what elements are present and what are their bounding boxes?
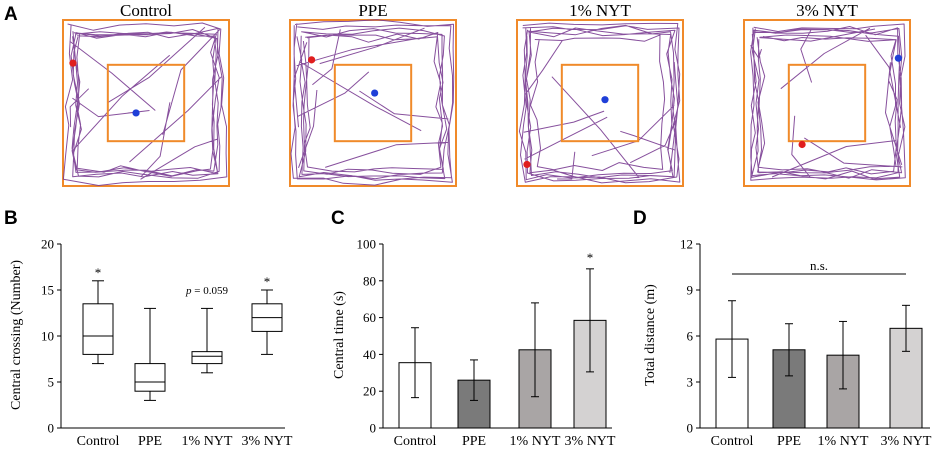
y-tick-label: 15 (41, 283, 54, 298)
start-point-marker (69, 59, 77, 67)
y-tick-label: 3 (687, 375, 694, 390)
x-tick-label: PPE (462, 434, 486, 449)
y-tick-label: 20 (363, 384, 376, 399)
panel-a: A Control PPE 1% NYT 3% NYT (4, 1, 911, 187)
y-tick-label: 80 (363, 273, 376, 288)
x-tick-label: 1% NYT (818, 434, 869, 449)
significance-star: * (587, 250, 594, 265)
panel-d-bar-chart: D Total distance (m) 0 3 6 9 12 Control PPE 1% … (633, 208, 932, 449)
arena-title: Control (120, 1, 172, 20)
arena-center-zone (787, 63, 867, 143)
panel-letter-c: C (331, 208, 345, 229)
arena-title: 1% NYT (569, 1, 631, 20)
y-axis-label: Total distance (m) (643, 284, 658, 386)
start-point-marker (307, 56, 316, 64)
arena-3pct-nyt: 3% NYT (743, 1, 911, 187)
y-tick-label: 0 (687, 421, 694, 436)
movement-track (750, 23, 906, 181)
arena-1pct-nyt: 1% NYT (516, 1, 684, 187)
ns-annotation: n.s. (810, 258, 828, 273)
panel-letter-d: D (633, 208, 647, 229)
panel-c-bar-chart: C Central time (s) 0 20 40 60 80 100 Control PP… (331, 208, 616, 449)
x-tick-label: Control (77, 434, 120, 449)
x-tick-label: 3% NYT (881, 434, 932, 449)
x-tick-label: PPE (777, 434, 801, 449)
y-axis-label: Central crossing (Number) (9, 260, 24, 410)
movement-track (62, 22, 228, 186)
significance-star: * (264, 274, 271, 289)
y-tick-label: 10 (41, 329, 54, 344)
y-tick-label: 6 (687, 329, 694, 344)
box-iqr (134, 363, 166, 392)
box-iqr (82, 303, 114, 355)
arena-title: 3% NYT (796, 1, 858, 20)
panel-letter-b: B (4, 208, 18, 229)
start-point-marker (798, 140, 806, 149)
y-axis-label: Central time (s) (332, 291, 347, 379)
significance-star: * (95, 265, 102, 280)
end-point-marker (371, 89, 379, 97)
box-iqr (191, 351, 223, 365)
panel-b-box-chart: B Central crossing (Number) 0 5 10 15 20 Cont… (4, 208, 293, 449)
y-tick-label: 100 (357, 237, 377, 252)
arena-ppe: PPE (289, 1, 457, 187)
y-tick-label: 40 (363, 347, 376, 362)
panel-letter-a: A (4, 4, 18, 25)
x-tick-label: 3% NYT (242, 434, 293, 449)
y-tick-label: 5 (48, 375, 55, 390)
y-tick-label: 12 (680, 237, 693, 252)
y-tick-label: 9 (687, 283, 694, 298)
movement-track (290, 19, 455, 186)
y-tick-label: 0 (48, 421, 55, 436)
movement-track (518, 22, 681, 184)
arena-outer-border (743, 19, 911, 187)
x-tick-label: 1% NYT (182, 434, 233, 449)
x-tick-label: Control (711, 434, 754, 449)
end-point-marker (601, 96, 609, 104)
arena-center-zone (333, 63, 413, 143)
end-point-marker (894, 54, 902, 62)
start-point-marker (523, 160, 531, 169)
y-tick-label: 60 (363, 310, 376, 325)
y-tick-label: 0 (370, 421, 377, 436)
arena-control: Control (62, 1, 230, 187)
y-tick-label: 20 (41, 237, 54, 252)
arena-center-zone (560, 63, 640, 143)
p-value-annotation: p = 0.059 (185, 285, 228, 297)
arena-center-zone (106, 63, 186, 143)
arena-title: PPE (358, 1, 387, 20)
arena-outer-border (516, 19, 684, 187)
x-tick-label: PPE (138, 434, 162, 449)
x-tick-label: 1% NYT (510, 434, 561, 449)
arena-outer-border (289, 19, 457, 187)
end-point-marker (132, 109, 140, 117)
x-tick-label: 3% NYT (565, 434, 616, 449)
x-tick-label: Control (394, 434, 437, 449)
